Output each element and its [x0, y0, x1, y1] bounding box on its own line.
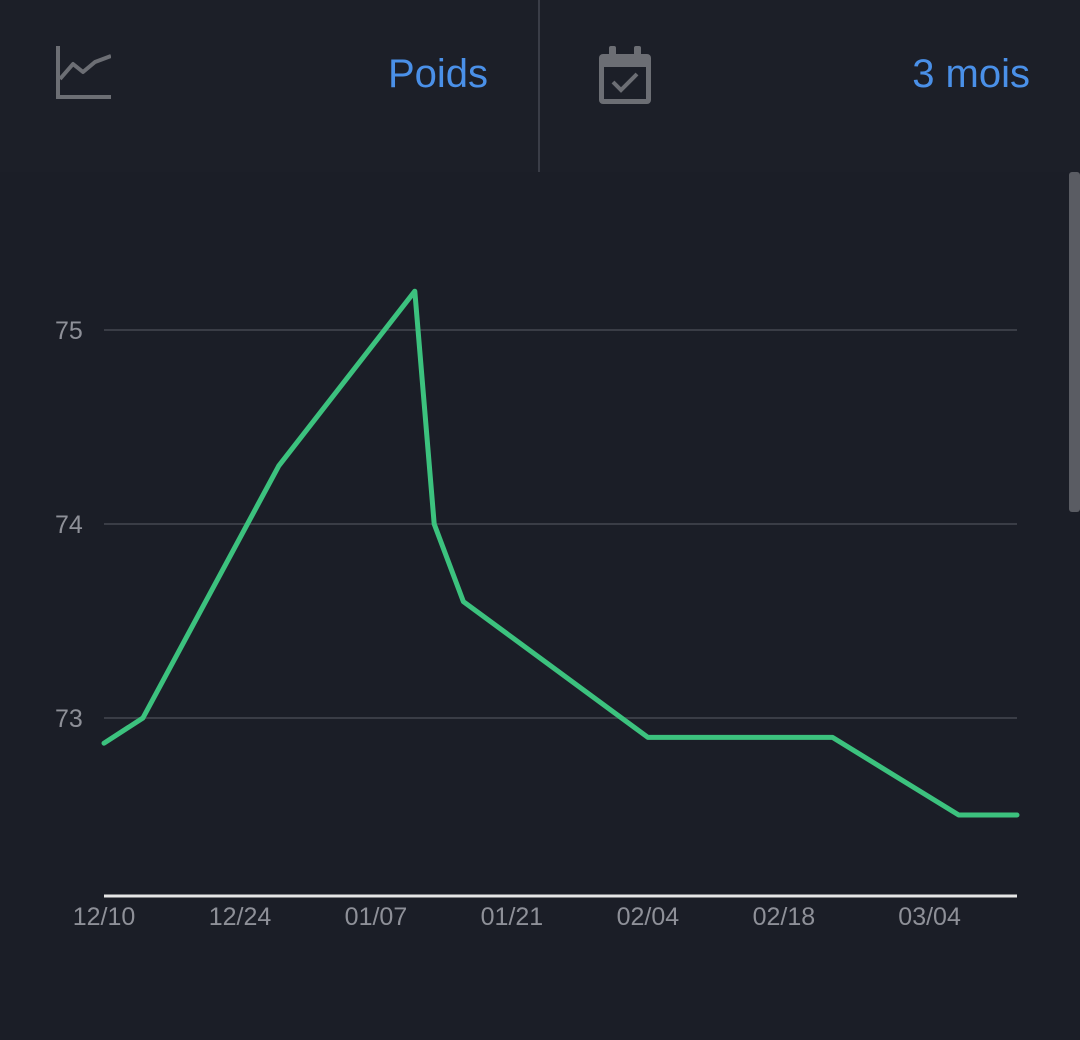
- x-tick-label: 03/04: [898, 903, 961, 931]
- scrollbar[interactable]: [1069, 172, 1080, 512]
- x-tick-label: 01/21: [481, 903, 544, 931]
- x-tick-label: 02/18: [753, 903, 816, 931]
- y-tick-label: 75: [55, 317, 83, 345]
- x-tick-label: 02/04: [617, 903, 680, 931]
- y-tick-labels: 73 74 75: [55, 317, 83, 733]
- weight-chart: 73 74 75 12/10 12/24 01/07 01/21 02/04 02/18 03/…: [55, 288, 1020, 931]
- grid-lines: [104, 329, 1017, 719]
- x-tick-labels: 12/10 12/24 01/07 01/21 02/04 02/18 03/04: [73, 903, 961, 931]
- period-label: 3 mois: [912, 52, 1030, 96]
- chart-area: 73 74 75 12/10 12/24 01/07 01/21 02/04 02/18 03/…: [0, 172, 1080, 1040]
- metric-selector[interactable]: Poids: [0, 0, 539, 170]
- calendar-check-icon: [599, 46, 651, 104]
- metric-label: Poids: [387, 52, 488, 96]
- y-tick-label: 74: [55, 511, 83, 539]
- series-layer: [101, 288, 1020, 818]
- x-tick-label: 01/07: [345, 903, 408, 931]
- x-tick-label: 12/24: [209, 903, 272, 931]
- weight-series-line: [101, 288, 1020, 818]
- header-divider: [538, 0, 540, 172]
- line-chart-icon: [56, 46, 111, 99]
- y-tick-label: 73: [55, 705, 83, 733]
- x-tick-label: 12/10: [73, 903, 136, 931]
- chart-header: Poids 3 mois: [0, 0, 1080, 172]
- period-selector[interactable]: 3 mois: [541, 0, 1080, 170]
